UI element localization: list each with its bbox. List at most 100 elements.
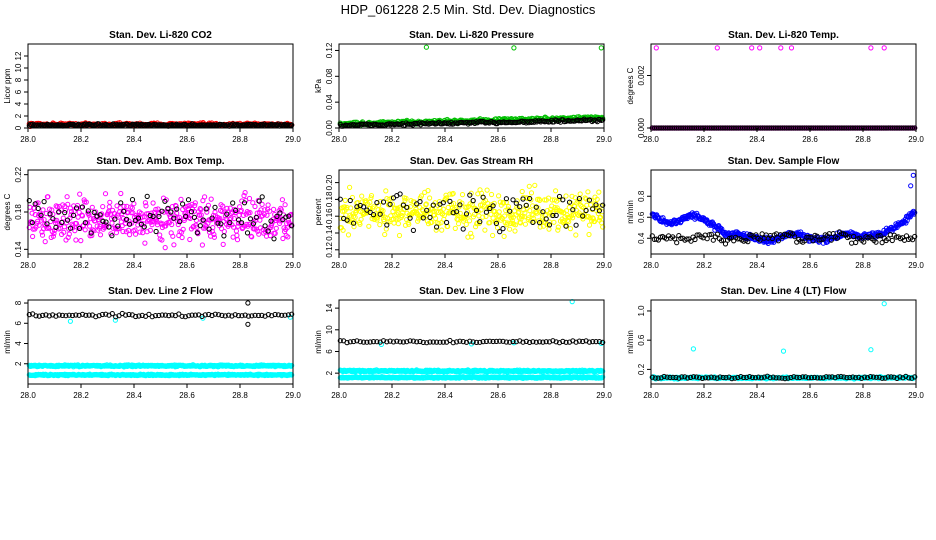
data-point	[340, 227, 346, 233]
page-title: HDP_061228 2.5 Min. Std. Dev. Diagnostic…	[340, 2, 596, 17]
data-point	[553, 117, 560, 123]
data-point	[284, 225, 290, 231]
data-point	[708, 231, 714, 237]
data-point	[359, 193, 365, 199]
data-point	[487, 220, 493, 226]
data-point	[162, 198, 168, 204]
data-point	[834, 235, 841, 241]
data-point	[358, 216, 364, 222]
data-point	[69, 312, 76, 319]
data-point	[745, 239, 751, 245]
data-point	[40, 207, 46, 213]
data-point	[259, 201, 265, 207]
data-point	[279, 197, 285, 203]
data-point	[593, 202, 599, 208]
data-point	[224, 211, 230, 217]
data-point	[219, 226, 225, 232]
x-tick-label: 28.4	[126, 135, 142, 144]
y-tick-label: 0.4	[637, 232, 646, 244]
data-point	[505, 204, 512, 210]
data-point	[118, 190, 124, 197]
data-point	[402, 222, 409, 228]
data-point	[53, 224, 59, 230]
data-point	[591, 218, 598, 225]
data-point	[238, 207, 244, 213]
data-point	[249, 234, 255, 240]
data-point	[72, 228, 78, 234]
data-point	[371, 204, 377, 210]
data-point	[219, 208, 225, 215]
chart-title: Stan. Dev. Line 3 Flow	[419, 286, 524, 297]
data-point	[398, 206, 404, 212]
data-point	[527, 195, 533, 202]
y-tick-label: 6	[14, 89, 23, 94]
data-point	[135, 215, 141, 221]
data-point	[279, 312, 285, 318]
data-point	[447, 198, 453, 204]
data-point	[438, 220, 444, 226]
data-point	[425, 188, 431, 194]
chart-title: Stan. Dev. Amb. Box Temp.	[96, 156, 224, 167]
data-point	[714, 45, 720, 51]
y-tick-label: 0.002	[637, 65, 646, 86]
data-point	[82, 227, 88, 233]
data-point	[418, 193, 424, 199]
data-points	[649, 172, 918, 247]
data-point	[220, 203, 226, 209]
data-point	[42, 221, 48, 228]
data-point	[570, 215, 576, 221]
data-point	[65, 234, 71, 240]
y-axis-label: ml/min	[626, 200, 635, 224]
data-point	[199, 242, 205, 248]
data-point	[368, 193, 375, 199]
data-point	[242, 312, 248, 318]
data-point	[64, 220, 70, 226]
data-point	[112, 216, 118, 222]
data-point	[383, 188, 389, 194]
data-point	[385, 219, 391, 225]
data-point	[201, 218, 207, 224]
data-point	[527, 208, 533, 214]
data-point	[342, 197, 348, 203]
data-point	[103, 219, 109, 225]
data-point	[546, 222, 553, 228]
data-point	[253, 214, 259, 220]
data-point	[510, 197, 516, 203]
x-tick-label: 28.4	[437, 261, 453, 270]
data-point	[255, 228, 261, 234]
data-point	[209, 215, 215, 221]
data-point	[170, 233, 176, 239]
data-point	[451, 201, 457, 207]
data-point	[503, 196, 509, 202]
data-point	[559, 209, 565, 215]
data-point	[466, 212, 472, 218]
data-point	[265, 228, 271, 234]
data-point	[370, 212, 377, 218]
data-point	[224, 205, 230, 211]
data-point	[394, 211, 400, 217]
data-point	[423, 201, 429, 207]
data-point	[201, 122, 207, 128]
data-point	[357, 221, 363, 227]
data-point	[217, 215, 223, 222]
data-point	[283, 214, 289, 220]
data-point	[123, 217, 129, 223]
data-point	[136, 313, 142, 319]
x-tick-label: 29.0	[596, 135, 612, 144]
data-point	[50, 233, 57, 239]
data-point	[191, 214, 197, 220]
data-point	[141, 224, 147, 230]
data-point	[583, 196, 589, 202]
y-tick-label: 8	[14, 77, 23, 82]
x-tick-label: 28.2	[696, 261, 712, 270]
data-point	[221, 233, 227, 239]
data-point	[550, 212, 556, 219]
data-point	[259, 194, 265, 200]
data-point	[159, 208, 165, 214]
data-point	[684, 236, 690, 242]
data-point	[166, 313, 172, 319]
data-point	[875, 233, 881, 239]
x-tick-label: 28.2	[384, 261, 400, 270]
data-point	[469, 234, 475, 240]
data-point	[367, 199, 373, 205]
